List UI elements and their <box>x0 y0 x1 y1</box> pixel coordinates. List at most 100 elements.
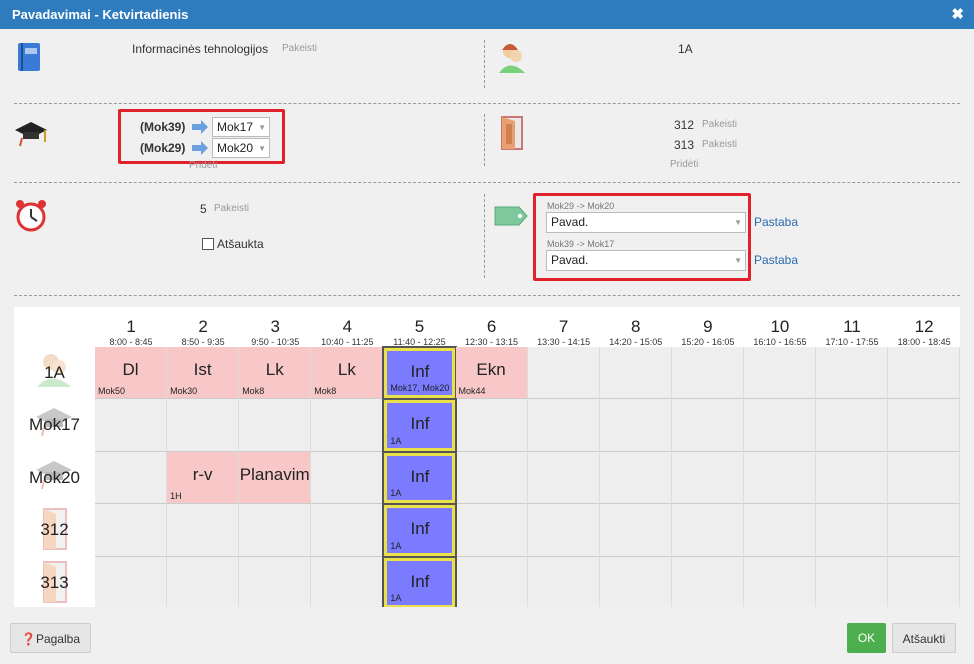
timetable-cell[interactable] <box>816 399 889 452</box>
timetable-cell[interactable] <box>455 504 528 557</box>
row-header: Mok17 <box>14 399 95 451</box>
lesson-card[interactable]: Inf 1A <box>384 452 456 504</box>
period-header: 3 9:50 - 10:35 <box>239 307 311 347</box>
lesson-card[interactable]: Inf 1A <box>384 557 456 607</box>
substitutions-highlight <box>533 193 751 281</box>
timetable-cell[interactable] <box>671 451 744 505</box>
timetable-cell[interactable] <box>743 451 816 505</box>
timetable-cell[interactable] <box>167 399 240 452</box>
row-label: Mok17 <box>28 415 81 435</box>
lesson-card[interactable]: Planavim <box>239 451 311 504</box>
teacher-select[interactable]: Mok17 ▼ <box>212 117 270 137</box>
timetable-cell[interactable] <box>599 451 672 505</box>
timetable-cell[interactable] <box>95 399 168 452</box>
substitution-type-select[interactable]: Pavad. ▼ <box>546 212 746 233</box>
timetable-cell[interactable] <box>95 556 168 607</box>
timetable-cell[interactable] <box>671 399 744 452</box>
cancelled-checkbox[interactable] <box>202 238 214 250</box>
row-label: 312 <box>40 520 69 540</box>
timetable-cell[interactable] <box>311 451 384 505</box>
timetable-cell[interactable] <box>599 347 672 400</box>
period-value: 5 <box>200 202 207 216</box>
timetable-cell[interactable] <box>816 556 889 607</box>
lesson-subject: Ist <box>193 360 212 379</box>
timetable-cell[interactable] <box>743 556 816 607</box>
timetable-cell[interactable] <box>888 504 960 557</box>
substitution-type-select[interactable]: Pavad. ▼ <box>546 250 746 271</box>
timetable-cell[interactable] <box>167 556 240 607</box>
timetable-cell[interactable] <box>816 451 889 505</box>
timetable-cell[interactable] <box>743 347 816 400</box>
timetable-cell[interactable] <box>743 399 816 452</box>
note-link[interactable]: Pastaba <box>754 215 799 229</box>
cancel-button[interactable]: Atšaukti <box>892 623 956 653</box>
timetable-cell[interactable] <box>455 399 528 452</box>
chevron-down-icon: ▼ <box>258 144 266 153</box>
timetable-cell[interactable] <box>888 399 960 452</box>
divider <box>484 40 485 88</box>
chevron-down-icon: ▼ <box>734 218 742 227</box>
lesson-card[interactable]: Ekn Mok44 <box>455 347 527 399</box>
timetable-cell[interactable] <box>527 399 600 452</box>
lesson-card[interactable]: Inf 1A <box>384 400 456 451</box>
lesson-subject: Dl <box>122 360 139 379</box>
add-teacher-link[interactable]: Pridėti <box>189 160 218 171</box>
timetable-cell[interactable] <box>455 451 528 505</box>
timetable-cell[interactable] <box>816 347 889 400</box>
row-header: 312 <box>14 504 95 556</box>
period-time: 8:00 - 8:45 <box>109 337 153 347</box>
timetable-cell[interactable] <box>311 399 384 452</box>
lesson-subject: Inf <box>410 571 430 591</box>
timetable-cell[interactable] <box>167 504 240 557</box>
timetable-cell[interactable] <box>95 451 168 505</box>
timetable-cell[interactable] <box>599 399 672 452</box>
teacher-select[interactable]: Mok20 ▼ <box>212 138 270 158</box>
timetable-cell[interactable] <box>239 504 312 557</box>
lesson-detail: 1A <box>390 592 402 603</box>
class-icon <box>34 350 74 393</box>
timetable-cell[interactable] <box>888 556 960 607</box>
timetable-cell[interactable] <box>671 556 744 607</box>
lesson-detail: Mok30 <box>170 386 198 397</box>
timetable-cell[interactable] <box>527 556 600 607</box>
ok-button[interactable]: OK <box>847 623 886 653</box>
lesson-card[interactable]: Inf 1A <box>384 505 456 556</box>
timetable-cell[interactable] <box>527 504 600 557</box>
timetable-cell[interactable] <box>527 347 600 400</box>
arrow-right-icon <box>192 120 208 134</box>
timetable-cell[interactable] <box>239 556 312 607</box>
period-header: 4 10:40 - 11:25 <box>311 307 383 347</box>
period-header: 7 13:30 - 14:15 <box>528 307 600 347</box>
timetable-cell[interactable] <box>888 451 960 505</box>
row-header: Mok20 <box>14 452 95 504</box>
period-time: 9:50 - 10:35 <box>251 337 300 347</box>
lesson-card[interactable]: Lk Mok8 <box>311 347 383 399</box>
note-link[interactable]: Pastaba <box>754 253 799 267</box>
timetable-cell[interactable] <box>816 504 889 557</box>
help-button[interactable]: ❓Pagalba <box>10 623 91 653</box>
timetable-cell[interactable] <box>455 556 528 607</box>
period-header: 12 18:00 - 18:45 <box>888 307 960 347</box>
timetable-cell[interactable] <box>239 399 312 452</box>
lesson-card[interactable]: Dl Mok50 <box>95 347 167 399</box>
book-icon <box>18 43 40 71</box>
timetable-cell[interactable] <box>311 504 384 557</box>
lesson-card[interactable]: Inf Mok17, Mok20 <box>384 348 456 399</box>
lesson-card[interactable]: Ist Mok30 <box>167 347 239 399</box>
timetable-cell[interactable] <box>527 451 600 505</box>
timetable-cell[interactable] <box>599 504 672 557</box>
lesson-detail: 1H <box>170 491 182 502</box>
lesson-card[interactable]: r-v 1H <box>167 451 239 504</box>
lesson-card[interactable]: Lk Mok8 <box>239 347 311 399</box>
period-time: 8:50 - 9:35 <box>181 337 225 347</box>
timetable-cell[interactable] <box>671 347 744 400</box>
timetable-cell[interactable] <box>599 556 672 607</box>
door-icon <box>34 560 74 607</box>
close-icon[interactable]: ✖ <box>951 6 964 23</box>
timetable-cell[interactable] <box>95 504 168 557</box>
timetable-cell[interactable] <box>743 504 816 557</box>
timetable-cell[interactable] <box>888 347 960 400</box>
add-room-link[interactable]: Pridėti <box>670 159 699 170</box>
timetable-cell[interactable] <box>671 504 744 557</box>
timetable-cell[interactable] <box>311 556 384 607</box>
